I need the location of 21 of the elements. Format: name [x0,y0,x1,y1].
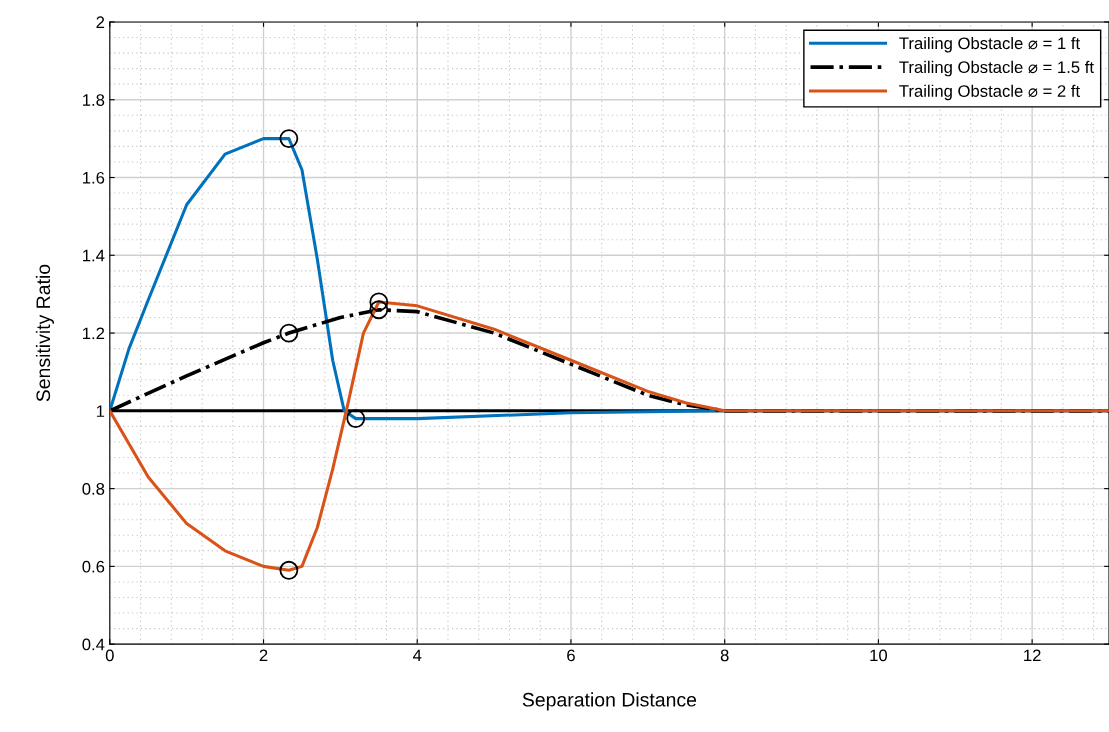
y-axis-title: Sensitivity Ratio [35,264,54,402]
x-axis-title: Separation Distance [522,692,697,711]
y-tick-label: 0.4 [82,638,105,651]
x-tick-label: 2 [259,649,268,662]
y-tick-label: 1.6 [83,171,105,184]
y-tick-label: 1.8 [83,94,105,106]
legend-label: Trailing Obstacle ⌀ = 1.5 ft [899,60,1094,77]
x-tick-label: 12 [1024,649,1041,662]
legend-label: Trailing Obstacle ⌀ = 1 ft [899,36,1080,53]
x-tick-label: 0 [105,649,114,662]
x-tick-label: 6 [567,649,575,662]
x-tick-label: 4 [412,649,422,662]
legend-label: Trailing Obstacle ⌀ = 2 ft [899,84,1080,101]
y-tick-label: 1 [96,405,105,417]
x-tick-label: 8 [720,649,729,662]
y-tick-label: 0.6 [82,560,105,573]
x-tick-label: 10 [870,649,888,662]
y-tick-label: 0.8 [82,483,105,495]
y-tick-label: 1.2 [83,327,105,340]
y-tick-label: 1.4 [83,249,105,262]
y-tick-label: 2 [96,16,105,28]
